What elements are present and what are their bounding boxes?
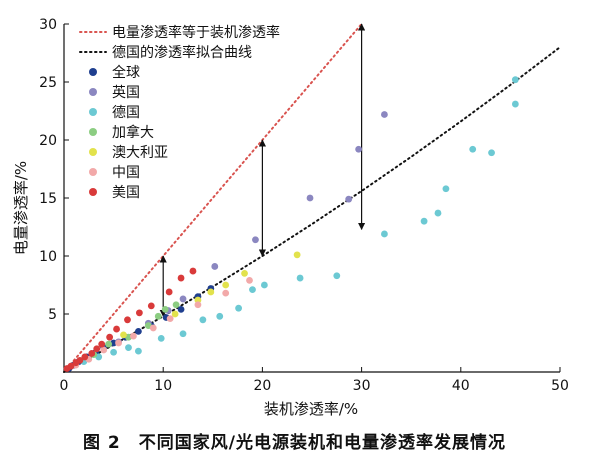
data-point xyxy=(194,301,202,309)
x-tick-label: 0 xyxy=(60,378,69,394)
data-point xyxy=(179,295,187,303)
data-point xyxy=(246,276,253,284)
data-point xyxy=(511,100,519,108)
legend-marker xyxy=(89,148,97,156)
data-point xyxy=(434,209,442,217)
data-point xyxy=(124,316,131,324)
data-point xyxy=(120,331,127,339)
data-point xyxy=(113,325,120,333)
data-point xyxy=(161,305,169,313)
data-point xyxy=(293,251,301,259)
legend-marker xyxy=(89,188,97,196)
data-point xyxy=(222,289,230,297)
data-point xyxy=(189,267,197,275)
y-tick-label: 25 xyxy=(39,75,57,91)
data-point xyxy=(172,301,180,309)
data-point xyxy=(296,274,304,282)
legend-label: 全球 xyxy=(112,64,140,81)
data-point xyxy=(115,339,122,347)
y-tick-label: 10 xyxy=(39,249,57,265)
data-point xyxy=(241,270,248,277)
data-point xyxy=(93,345,101,353)
data-point xyxy=(105,340,113,348)
data-point xyxy=(100,346,108,354)
data-point xyxy=(177,305,185,313)
data-point xyxy=(88,350,96,357)
data-point xyxy=(135,328,142,335)
data-point xyxy=(306,194,314,202)
data-point xyxy=(511,76,519,84)
legend-label: 澳大利亚 xyxy=(112,145,168,161)
x-tick-label: 40 xyxy=(452,378,470,394)
legend-label: 电量渗透率等于装机渗透率 xyxy=(112,24,280,41)
legend-marker xyxy=(89,68,97,76)
y-tick-label: 30 xyxy=(39,17,57,33)
data-point xyxy=(177,274,185,282)
data-point xyxy=(207,288,215,296)
data-point xyxy=(355,145,363,153)
y-axis-title: 电量渗透率/% xyxy=(12,161,30,255)
data-point xyxy=(222,281,230,289)
data-point xyxy=(211,263,219,270)
data-point xyxy=(333,272,341,280)
legend-marker xyxy=(89,128,97,136)
scatter-chart: 0 10 20 30 40 50 5 10 15 20 25 30 电量渗透率等于装机渗透率德国的渗透… xyxy=(12,17,569,418)
data-point xyxy=(381,230,388,238)
data-point xyxy=(110,348,117,356)
y-tick-label: 20 xyxy=(39,133,57,149)
data-point xyxy=(154,312,162,320)
x-tick-label: 50 xyxy=(551,378,569,394)
data-point xyxy=(130,332,137,340)
data-point xyxy=(166,315,174,323)
x-tick-label: 10 xyxy=(154,378,172,394)
data-point xyxy=(149,324,157,332)
legend-marker xyxy=(89,88,97,96)
y-tick-label: 15 xyxy=(39,191,57,207)
data-point xyxy=(67,362,75,370)
legend-label: 德国 xyxy=(112,105,140,121)
legend-marker xyxy=(89,168,97,176)
data-point xyxy=(216,312,224,320)
equal-penetration-line xyxy=(63,23,363,373)
legend-label: 英国 xyxy=(112,84,140,101)
legend-label: 德国的渗透率拟合曲线 xyxy=(112,44,252,61)
data-point xyxy=(81,353,89,361)
data-point xyxy=(106,333,114,341)
data-point xyxy=(381,111,388,118)
data-point xyxy=(76,357,84,364)
data-point xyxy=(125,344,132,352)
data-point xyxy=(98,340,106,348)
x-tick-label: 20 xyxy=(253,378,271,394)
x-tick-label: 30 xyxy=(353,378,371,394)
data-point xyxy=(157,334,165,342)
figure-caption: 图 2 不同国家风/光电源装机和电量渗透率发展情况 xyxy=(83,433,506,453)
data-point xyxy=(171,310,179,318)
data-point xyxy=(252,236,259,244)
data-point xyxy=(249,286,256,294)
data-point xyxy=(488,149,495,157)
legend-label: 美国 xyxy=(112,185,140,201)
data-point xyxy=(199,316,207,324)
data-point xyxy=(235,304,242,312)
data-point xyxy=(260,281,268,289)
data-point xyxy=(147,302,155,310)
y-tick-label: 5 xyxy=(48,307,57,323)
data-point xyxy=(135,309,143,317)
data-point xyxy=(165,288,173,296)
data-point xyxy=(442,185,450,193)
data-point xyxy=(345,195,353,203)
data-point xyxy=(135,347,142,355)
data-point xyxy=(420,217,428,225)
legend-label: 中国 xyxy=(112,165,140,181)
data-point xyxy=(469,145,477,153)
legend-marker xyxy=(89,108,97,116)
x-axis-title: 装机渗透率/% xyxy=(264,400,358,418)
legend-label: 加拿大 xyxy=(112,124,154,141)
data-point xyxy=(179,330,187,338)
